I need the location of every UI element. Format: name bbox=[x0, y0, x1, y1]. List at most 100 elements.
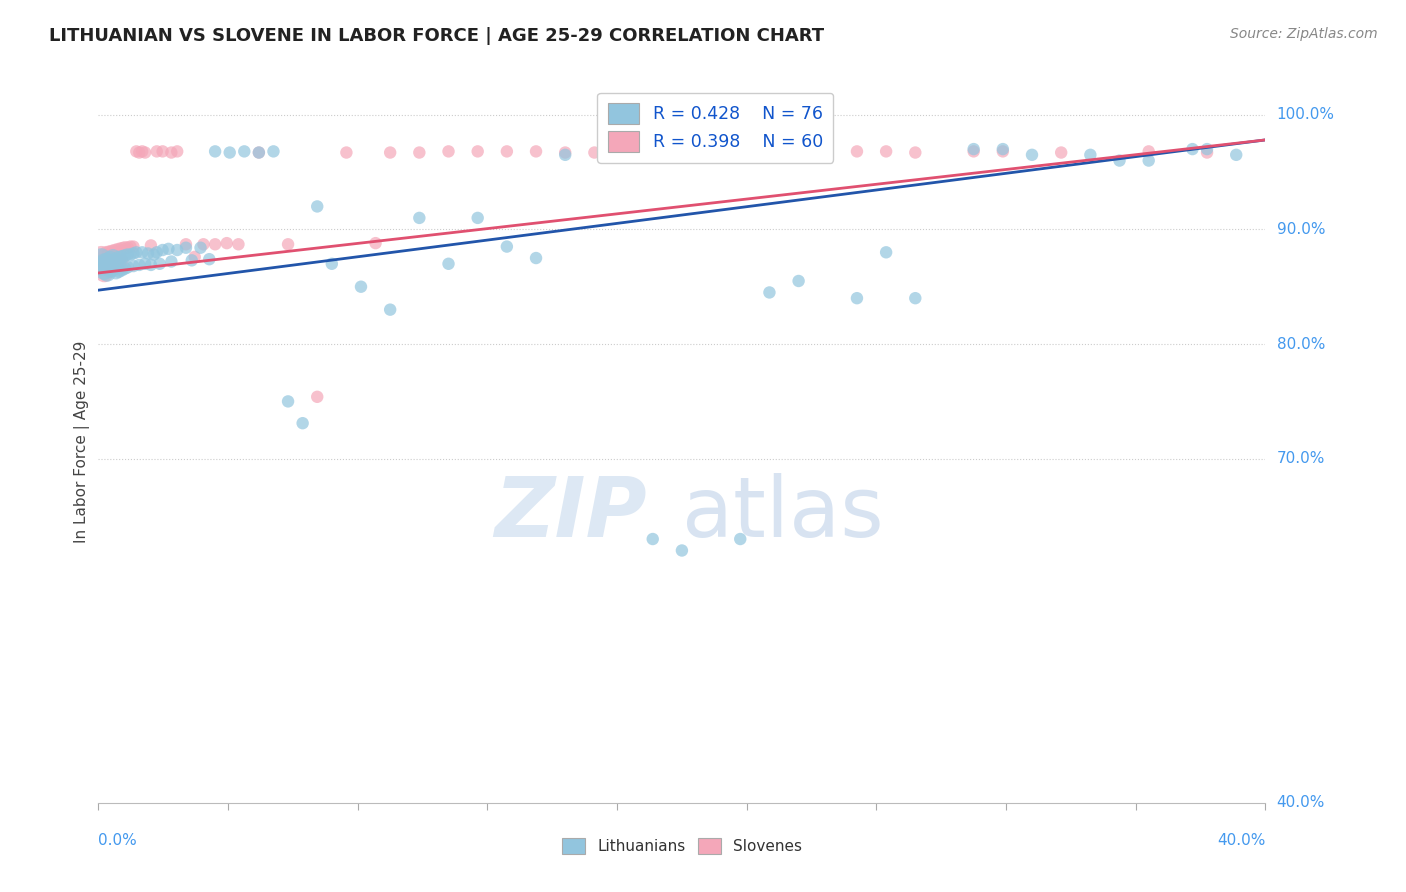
Point bbox=[160, 254, 183, 268]
Point bbox=[277, 394, 299, 409]
Point bbox=[128, 145, 150, 160]
Point bbox=[233, 145, 256, 159]
Point bbox=[96, 266, 118, 280]
Point bbox=[139, 258, 162, 272]
Text: 90.0%: 90.0% bbox=[1277, 222, 1324, 237]
Point bbox=[93, 257, 115, 271]
Point bbox=[612, 145, 634, 159]
Point bbox=[408, 211, 430, 225]
Point bbox=[380, 302, 402, 317]
Text: 40.0%: 40.0% bbox=[1277, 796, 1324, 810]
Text: 80.0%: 80.0% bbox=[1277, 336, 1324, 351]
Point bbox=[437, 257, 460, 271]
Point bbox=[180, 253, 202, 268]
Point bbox=[524, 251, 547, 265]
Text: ZIP: ZIP bbox=[495, 474, 647, 554]
Point bbox=[98, 262, 121, 277]
Point bbox=[554, 145, 576, 160]
Point bbox=[134, 145, 156, 160]
Point bbox=[101, 245, 124, 260]
Point bbox=[93, 263, 115, 277]
Point bbox=[104, 253, 127, 268]
Point bbox=[166, 145, 188, 159]
Point bbox=[174, 237, 197, 252]
Point bbox=[641, 145, 664, 159]
Point bbox=[190, 241, 212, 255]
Point bbox=[136, 246, 159, 260]
Y-axis label: In Labor Force | Age 25-29: In Labor Force | Age 25-29 bbox=[75, 341, 90, 542]
Point bbox=[730, 532, 752, 546]
Point bbox=[98, 252, 121, 267]
Text: atlas: atlas bbox=[682, 474, 883, 554]
Point bbox=[101, 250, 124, 264]
Point bbox=[90, 259, 112, 273]
Point bbox=[408, 145, 430, 160]
Point bbox=[134, 257, 156, 271]
Point bbox=[991, 145, 1014, 159]
Point bbox=[204, 145, 226, 159]
Point bbox=[467, 145, 489, 159]
Point bbox=[218, 145, 240, 160]
Point bbox=[122, 259, 145, 273]
Point bbox=[90, 249, 112, 263]
Point bbox=[117, 260, 139, 275]
Point bbox=[101, 261, 124, 276]
Point bbox=[875, 145, 897, 159]
Text: LITHUANIAN VS SLOVENE IN LABOR FORCE | AGE 25-29 CORRELATION CHART: LITHUANIAN VS SLOVENE IN LABOR FORCE | A… bbox=[49, 27, 824, 45]
Point bbox=[496, 145, 519, 159]
Point bbox=[641, 532, 664, 546]
Point bbox=[146, 145, 169, 159]
Point bbox=[98, 246, 121, 260]
Point bbox=[904, 291, 927, 305]
Text: 100.0%: 100.0% bbox=[1277, 107, 1334, 122]
Point bbox=[108, 251, 131, 265]
Text: 40.0%: 40.0% bbox=[1218, 833, 1265, 848]
Point bbox=[96, 254, 118, 268]
Point bbox=[125, 145, 148, 159]
Point bbox=[204, 237, 226, 252]
Point bbox=[142, 247, 165, 261]
Point bbox=[193, 237, 215, 252]
Point bbox=[152, 243, 174, 257]
Point bbox=[307, 390, 329, 404]
Point bbox=[904, 145, 927, 160]
Point bbox=[1050, 145, 1073, 160]
Point bbox=[111, 253, 134, 268]
Point bbox=[108, 243, 131, 257]
Point bbox=[700, 145, 723, 159]
Point bbox=[437, 145, 460, 159]
Point bbox=[111, 242, 134, 256]
Point bbox=[1080, 148, 1102, 162]
Point bbox=[1181, 142, 1204, 156]
Point bbox=[93, 266, 115, 280]
Point bbox=[671, 543, 693, 558]
Point bbox=[364, 236, 387, 251]
Point bbox=[1137, 145, 1160, 159]
Point bbox=[96, 247, 118, 261]
Point bbox=[1108, 153, 1130, 168]
Point bbox=[524, 145, 547, 159]
Text: Source: ZipAtlas.com: Source: ZipAtlas.com bbox=[1230, 27, 1378, 41]
Point bbox=[174, 241, 197, 255]
Point bbox=[139, 238, 162, 252]
Point bbox=[111, 250, 134, 264]
Point bbox=[380, 145, 402, 160]
Point bbox=[1137, 153, 1160, 168]
Point bbox=[114, 249, 136, 263]
Point bbox=[1225, 148, 1247, 162]
Point bbox=[108, 254, 131, 268]
Point bbox=[875, 245, 897, 260]
Point bbox=[350, 279, 373, 293]
Point bbox=[846, 291, 869, 305]
Point bbox=[1021, 148, 1043, 162]
Point bbox=[277, 237, 299, 252]
Point bbox=[104, 265, 127, 279]
Point bbox=[131, 245, 153, 260]
Point bbox=[228, 237, 250, 252]
Point bbox=[93, 255, 115, 269]
Point bbox=[108, 263, 131, 277]
Point bbox=[98, 258, 121, 272]
Point bbox=[104, 244, 127, 259]
Point bbox=[120, 247, 142, 261]
Point bbox=[991, 142, 1014, 156]
